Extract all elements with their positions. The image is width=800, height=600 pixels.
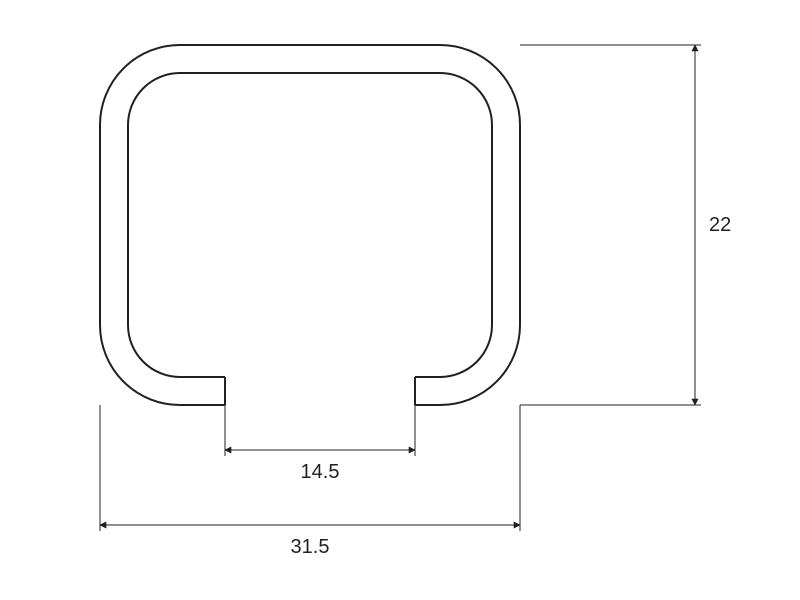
- dimension-gap-width: 14.5: [225, 405, 415, 483]
- technical-drawing: 31.5 14.5 22: [0, 0, 800, 600]
- dimension-height: 22: [520, 45, 731, 405]
- profile-outer-outline: [100, 45, 520, 405]
- dimension-label: 14.5: [301, 461, 340, 483]
- profile-inner-outline: [128, 73, 492, 377]
- dimension-label: 31.5: [291, 536, 330, 558]
- dimension-label: 22: [709, 214, 731, 236]
